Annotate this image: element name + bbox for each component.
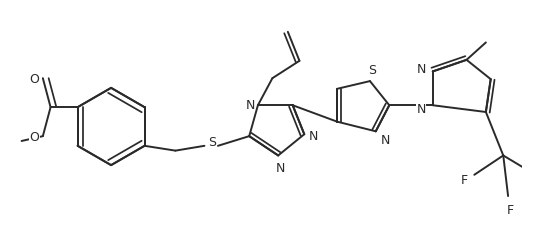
Text: F: F — [461, 173, 468, 186]
Text: O: O — [29, 72, 39, 85]
Text: N: N — [416, 102, 426, 115]
Text: S: S — [368, 64, 376, 77]
Text: N: N — [416, 63, 426, 76]
Text: F: F — [538, 169, 540, 182]
Text: N: N — [381, 133, 390, 146]
Text: N: N — [246, 98, 255, 111]
Text: N: N — [275, 161, 285, 174]
Text: S: S — [208, 136, 216, 149]
Text: F: F — [507, 203, 514, 216]
Text: O: O — [29, 130, 39, 143]
Text: N: N — [309, 129, 319, 142]
